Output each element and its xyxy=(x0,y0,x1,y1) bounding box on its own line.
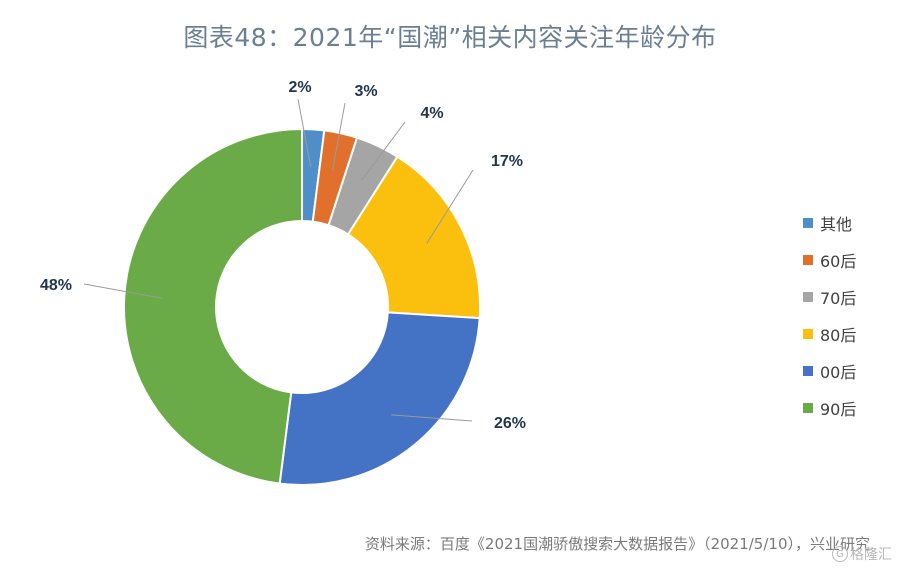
legend-swatch xyxy=(803,328,813,339)
legend-item: 80后 xyxy=(803,315,856,352)
legend-swatch xyxy=(803,402,813,413)
data-label: 48% xyxy=(40,277,72,294)
legend-swatch xyxy=(803,291,813,302)
data-label: 26% xyxy=(494,415,526,432)
leader-line xyxy=(83,283,163,299)
legend-swatch xyxy=(803,365,813,376)
legend-item: 90后 xyxy=(803,389,856,426)
data-label: 2% xyxy=(288,79,311,96)
leader-line xyxy=(426,169,474,244)
data-label: 3% xyxy=(354,83,377,100)
watermark-logo-icon: G xyxy=(832,546,848,562)
leader-lines xyxy=(83,98,474,422)
slice-80后 xyxy=(346,155,481,320)
watermark: G 格隆汇 xyxy=(832,544,892,564)
legend-label: 60后 xyxy=(820,251,857,271)
chart-title: 图表48：2021年“国潮”相关内容关注年龄分布 xyxy=(183,23,717,52)
slice-00后 xyxy=(278,311,481,486)
legend-swatch xyxy=(803,217,813,228)
legend-label: 70后 xyxy=(820,288,857,308)
source-note: 资料来源：百度《2021国潮骄傲搜索大数据报告》（2021/5/10），兴业研究 xyxy=(364,535,870,553)
data-labels: 2% 3% 4% 17% 26% 48% xyxy=(40,79,526,432)
legend-label: 80后 xyxy=(820,325,857,345)
legend-item: 60后 xyxy=(803,241,856,278)
data-label: 17% xyxy=(491,153,523,170)
leader-line xyxy=(391,414,473,422)
legend-label: 00后 xyxy=(820,362,857,382)
donut-slices xyxy=(123,127,481,486)
leader-line xyxy=(361,121,406,181)
legend-item: 70后 xyxy=(803,278,856,315)
legend-label: 其他 xyxy=(820,214,853,234)
leader-line xyxy=(332,102,346,171)
slice-90后 xyxy=(123,127,303,485)
data-label: 4% xyxy=(420,105,443,122)
legend-item: 其他 xyxy=(803,204,856,241)
leader-line xyxy=(297,98,312,168)
legend: 其他 60后 70后 80后 00后 90后 xyxy=(803,204,856,426)
watermark-text: 格隆汇 xyxy=(850,547,892,563)
legend-item: 00后 xyxy=(803,352,856,389)
legend-label: 90后 xyxy=(820,399,857,419)
legend-swatch xyxy=(803,254,813,265)
